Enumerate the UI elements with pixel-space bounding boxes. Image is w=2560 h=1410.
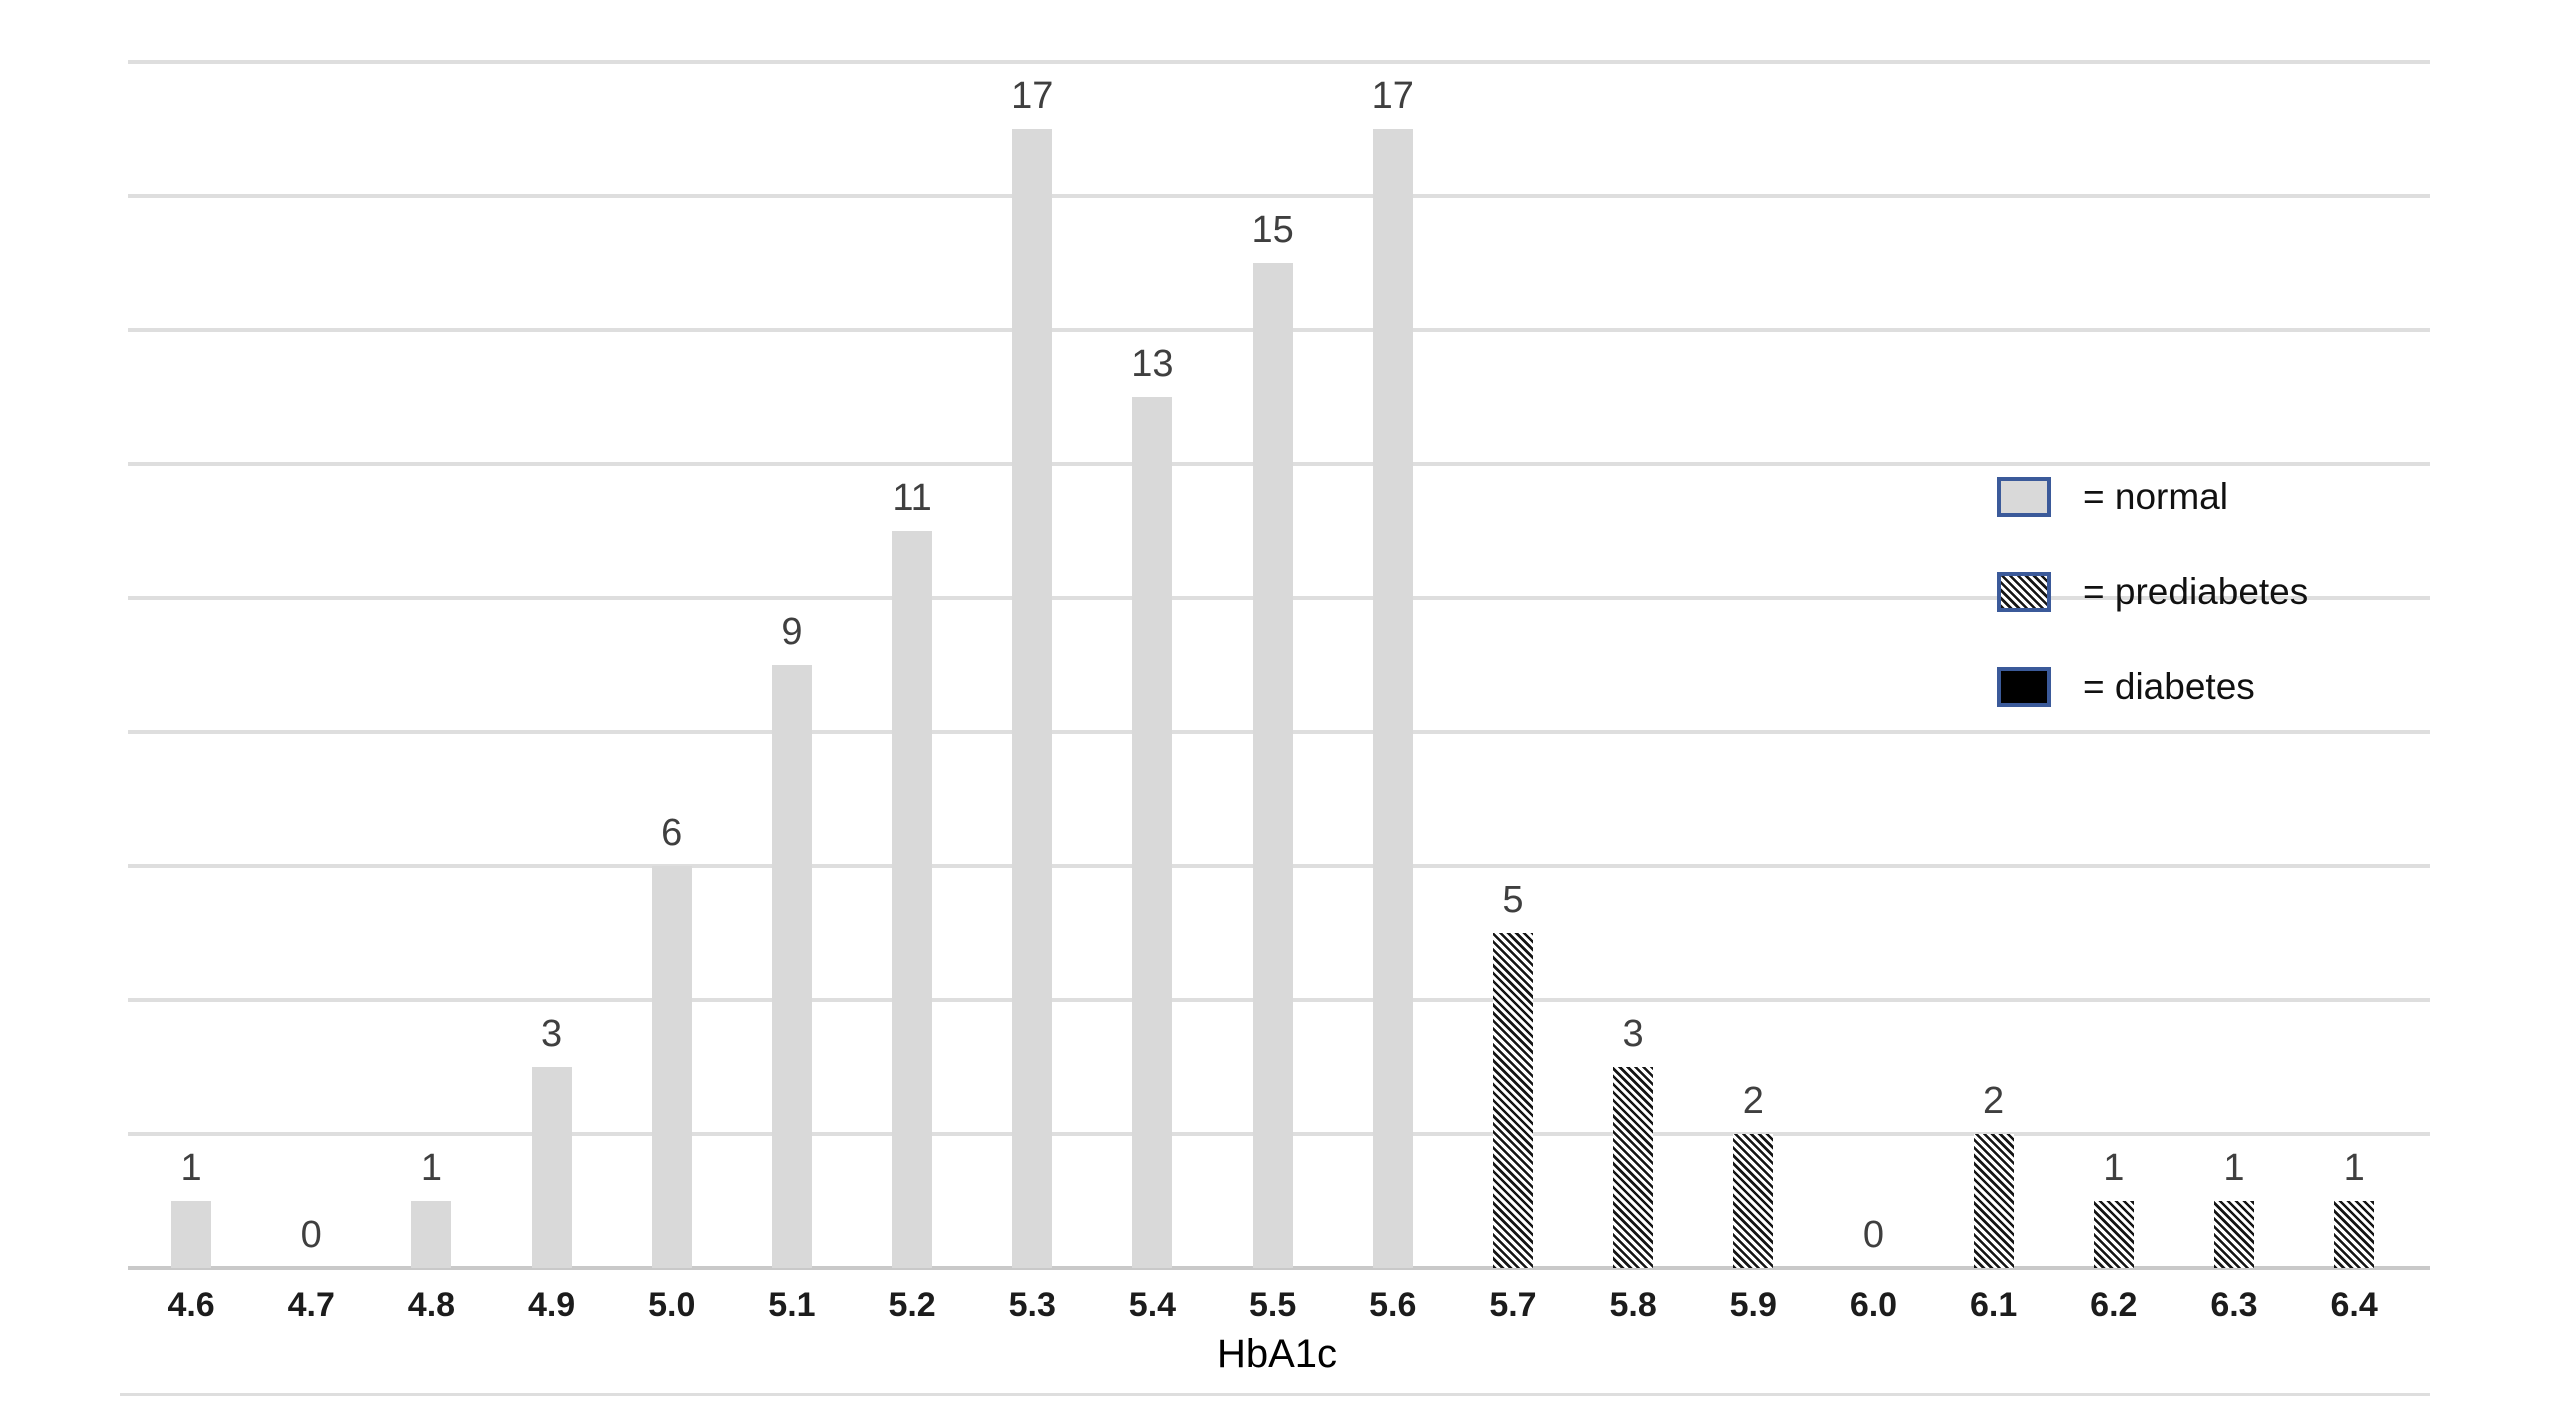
legend-item-prediabetes: = prediabetes [1997, 571, 2309, 612]
bar-value-label: 3 [541, 1013, 563, 1056]
x-axis-line [128, 1266, 2430, 1270]
bar-5.5 [1252, 263, 1293, 1268]
bar-5.6 [1372, 129, 1413, 1268]
x-tick-label-4.9: 4.9 [527, 1286, 576, 1324]
x-tick-label-5.1: 5.1 [768, 1286, 816, 1324]
bar-value-label: 2 [1742, 1080, 1764, 1123]
bar-value-label: 1 [420, 1147, 442, 1190]
bar-value-label: 17 [1371, 75, 1414, 118]
bar-6.1 [1973, 1134, 2014, 1268]
x-tick-label-5.8: 5.8 [1609, 1286, 1657, 1324]
gridline [128, 194, 2430, 198]
bar-6.4 [2334, 1201, 2375, 1268]
bar-5.0 [651, 866, 692, 1268]
x-tick-label-5.0: 5.0 [648, 1286, 696, 1324]
x-tick-label-5.3: 5.3 [1008, 1286, 1056, 1324]
bar-4.9 [531, 1067, 572, 1268]
legend-label-diabetes: = diabetes [2083, 666, 2255, 707]
bar-value-label: 1 [2103, 1147, 2125, 1190]
bar-5.3 [1012, 129, 1053, 1268]
bar-value-label: 1 [2223, 1147, 2245, 1190]
x-tick-label-5.7: 5.7 [1489, 1286, 1537, 1324]
bar-5.7 [1492, 933, 1533, 1268]
x-tick-label-4.7: 4.7 [287, 1286, 335, 1324]
legend: = normal = prediabetes = diabetes [1997, 476, 2309, 762]
bar-value-label: 13 [1131, 343, 1174, 386]
bar-value-label: 5 [1502, 879, 1524, 922]
bar-value-label: 0 [300, 1214, 322, 1257]
x-tick-label-5.2: 5.2 [888, 1286, 936, 1324]
bar-value-label: 3 [1622, 1013, 1644, 1056]
legend-item-normal: = normal [1997, 476, 2308, 517]
gridline [128, 60, 2430, 64]
bar-value-label: 2 [1983, 1080, 2005, 1123]
bar-5.8 [1613, 1067, 1654, 1268]
x-axis-title: HbA1c [1216, 1332, 1338, 1376]
bar-4.8 [411, 1201, 452, 1268]
bar-value-label: 6 [661, 812, 683, 855]
x-tick-label-5.9: 5.9 [1729, 1286, 1777, 1324]
bar-value-label: 1 [180, 1147, 202, 1190]
x-tick-label-6.3: 6.3 [2210, 1286, 2258, 1324]
bar-value-label: 0 [1862, 1214, 1885, 1257]
x-tick-label-6.4: 6.4 [2330, 1286, 2378, 1324]
bar-5.1 [771, 665, 812, 1268]
bar-5.2 [892, 531, 933, 1268]
bar-value-label: 15 [1251, 209, 1294, 252]
bar-value-label: 9 [781, 611, 803, 654]
legend-swatch-prediabetes-icon [1997, 572, 2051, 612]
x-tick-label-6.2: 6.2 [2090, 1286, 2138, 1324]
legend-label-normal: = normal [2083, 476, 2228, 517]
x-tick-label-5.6: 5.6 [1369, 1286, 1417, 1324]
bar-6.2 [2093, 1201, 2134, 1268]
bar-value-label: 11 [892, 477, 932, 520]
legend-swatch-diabetes-icon [1997, 667, 2051, 707]
bar-6.3 [2213, 1201, 2254, 1268]
bar-value-label: 1 [2343, 1147, 2365, 1190]
x-tick-label-6.0: 6.0 [1849, 1286, 1898, 1324]
legend-label-prediabetes: = prediabetes [2083, 571, 2309, 612]
bar-4.6 [171, 1201, 212, 1268]
bar-value-label: 17 [1011, 75, 1054, 118]
legend-swatch-normal-icon [1997, 477, 2051, 517]
bar-5.9 [1733, 1134, 1774, 1268]
bar-5.4 [1132, 397, 1173, 1268]
x-tick-label-4.6: 4.6 [167, 1286, 215, 1324]
x-tick-label-5.4: 5.4 [1128, 1286, 1177, 1324]
legend-item-diabetes: = diabetes [1997, 666, 2308, 707]
x-tick-label-4.8: 4.8 [407, 1286, 456, 1324]
x-tick-label-6.1: 6.1 [1969, 1286, 2018, 1324]
chart-bottom-border [120, 1393, 2430, 1396]
x-tick-label-5.5: 5.5 [1248, 1286, 1297, 1324]
